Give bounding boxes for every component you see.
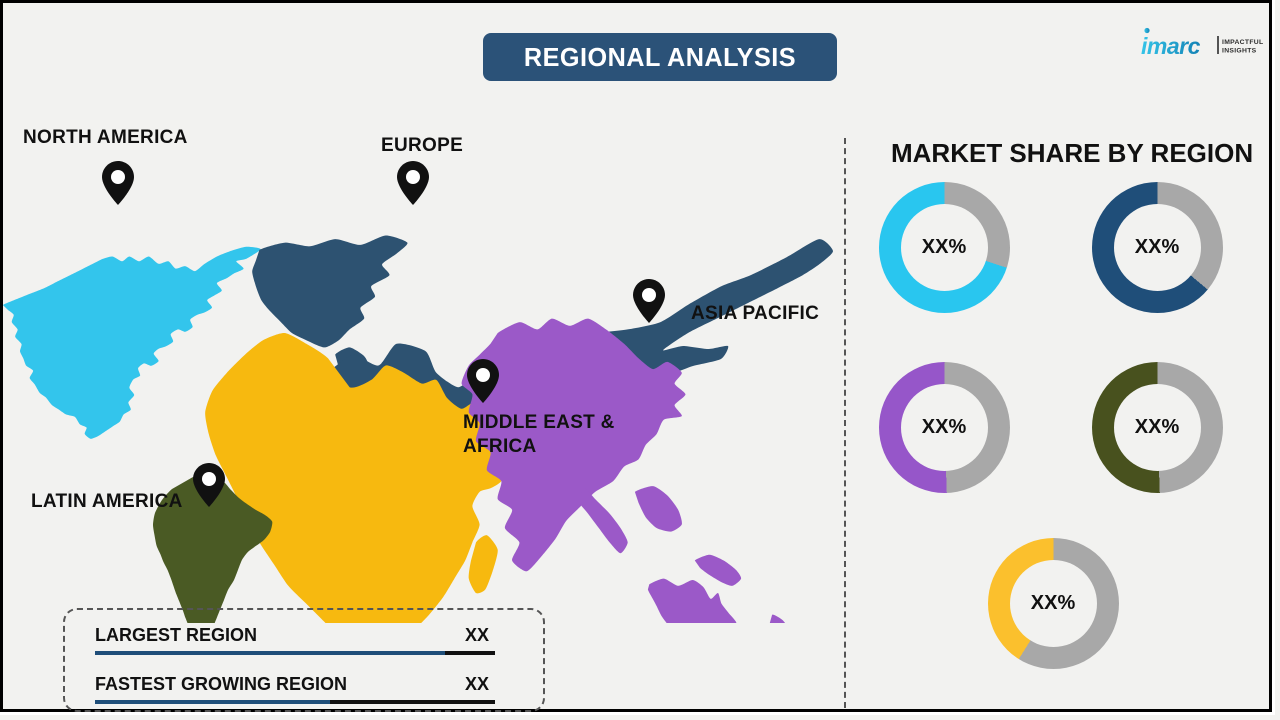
svg-text:imarc: imarc (1141, 33, 1201, 59)
svg-text:INSIGHTS: INSIGHTS (1222, 48, 1257, 55)
svg-text:IMPACTFUL: IMPACTFUL (1222, 39, 1263, 46)
